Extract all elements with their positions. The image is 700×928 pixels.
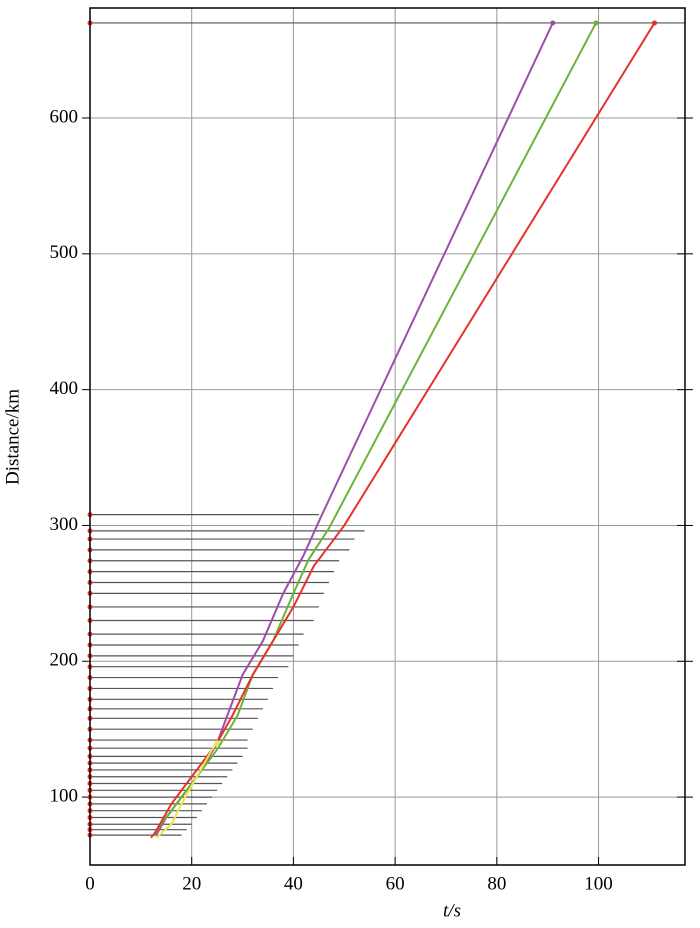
x-tick-label: 60	[386, 873, 405, 894]
y-tick-label: 200	[50, 650, 79, 671]
x-axis-label: t/s	[443, 900, 461, 921]
travel-time-curve	[155, 22, 554, 836]
curve-end-marker	[651, 20, 657, 26]
y-tick-label: 400	[50, 378, 79, 399]
travel-time-curve	[150, 22, 656, 839]
curve-end-marker	[593, 20, 599, 26]
y-tick-label: 300	[50, 514, 79, 535]
x-tick-label: 80	[487, 873, 506, 894]
travel-time-curve	[152, 22, 597, 836]
y-tick-label: 500	[50, 242, 79, 263]
x-tick-label: 20	[182, 873, 201, 894]
travel-time-curve	[155, 742, 218, 839]
y-axis-label: Distance/km	[2, 389, 23, 485]
y-tick-label: 600	[50, 106, 79, 127]
curve-end-marker	[214, 740, 220, 746]
x-tick-label: 100	[584, 873, 613, 894]
plot-frame	[89, 7, 686, 866]
curve-end-marker	[550, 20, 556, 26]
x-tick-label: 40	[284, 873, 303, 894]
x-tick-label: 0	[85, 873, 95, 894]
y-tick-label: 100	[50, 785, 79, 806]
